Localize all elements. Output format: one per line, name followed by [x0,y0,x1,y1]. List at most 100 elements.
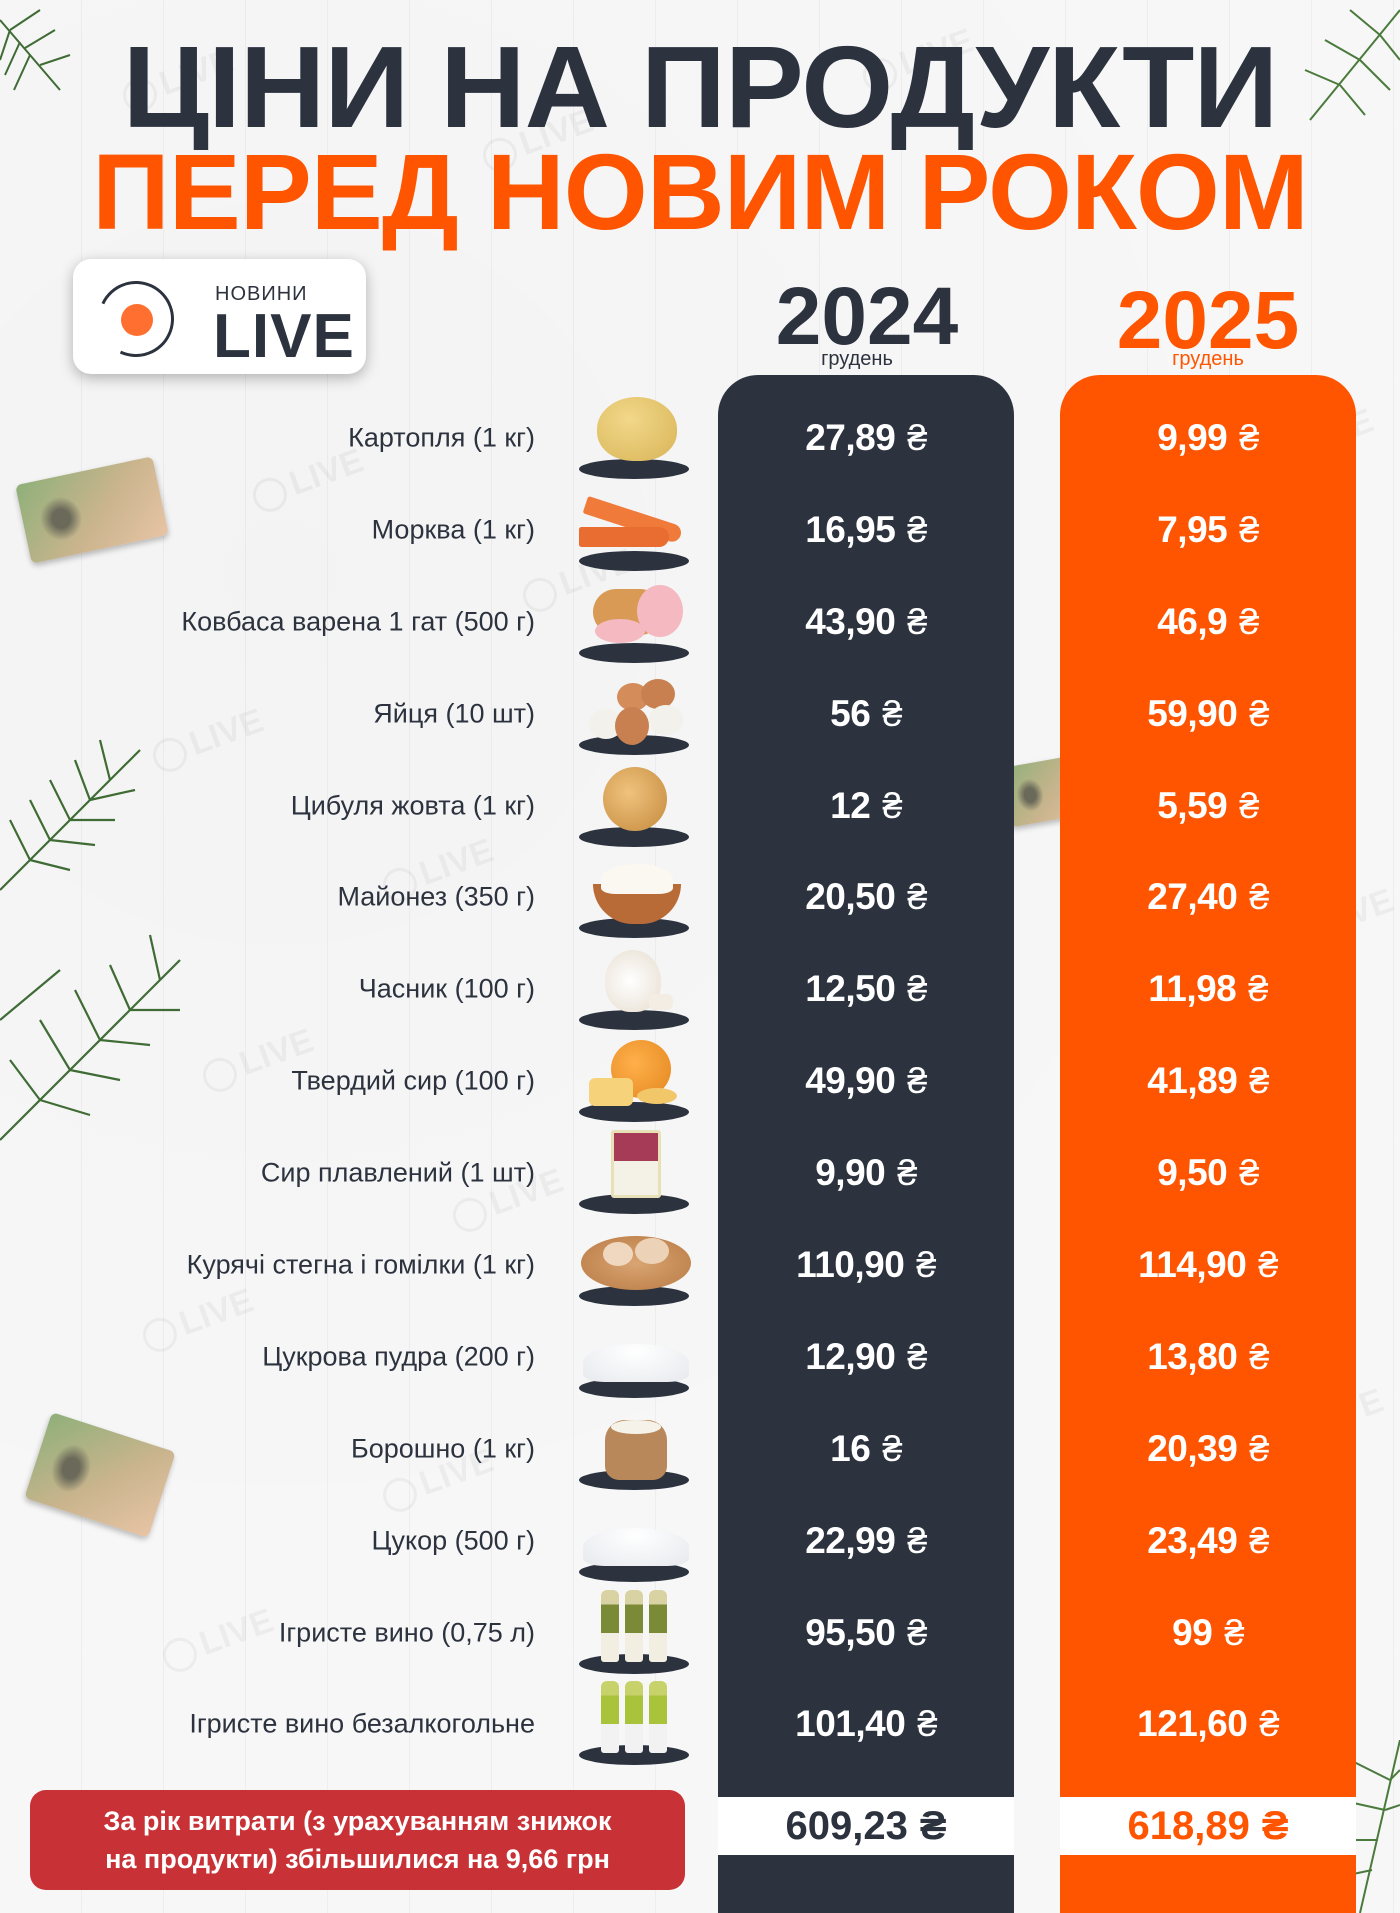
sparkling-wine-icon [575,1589,695,1676]
product-name: Майонез (350 г) [337,881,535,912]
hryvnia-icon: ₴ [1249,1060,1269,1102]
price-2025: 9,99 ₴ [1060,392,1356,484]
column-spacer [718,1770,1014,1797]
summary-line-1: За рік витрати (з урахуванням знижок [103,1806,612,1836]
product-name: Сир плавлений (1 шт) [260,1157,535,1188]
price-2024: 12 ₴ [718,760,1014,852]
price-2025: 13,80 ₴ [1060,1311,1356,1403]
hryvnia-icon: ₴ [907,1335,927,1377]
product-name: Твердий сир (100 г) [291,1065,535,1096]
logo-text-small: НОВИНИ [215,283,308,305]
price-2025: 59,90 ₴ [1060,668,1356,760]
product-row: Ігристе вино (0,75 л) [0,1587,700,1679]
product-name: Яйця (10 шт) [373,698,535,729]
price-value: 95,50 [805,1611,896,1653]
price-value: 12,50 [805,968,896,1010]
hryvnia-icon: ₴ [1239,416,1259,458]
price-2025: 41,89 ₴ [1060,1035,1356,1127]
title-line-2: ПЕРЕД НОВИМ РОКОМ [92,131,1309,252]
price-value: 101,40 [795,1703,906,1745]
price-2024: 16 ₴ [718,1403,1014,1495]
price-value: 16 [830,1427,871,1469]
plate-icon [579,918,689,939]
price-2025: 99 ₴ [1060,1587,1356,1679]
price-value: 59,90 [1147,692,1238,734]
plate-icon [579,1377,689,1398]
price-value: 9,50 [1157,1152,1228,1194]
non-alcoholic-wine-icon [575,1681,695,1767]
hryvnia-icon: ₴ [1239,600,1259,642]
plate-icon [579,642,689,663]
price-value: 27,40 [1147,876,1238,918]
plate-icon [579,458,689,479]
hryvnia-icon: ₴ [1224,1611,1244,1653]
garlic-icon [575,946,695,1032]
product-row: Сир плавлений (1 шт) [0,1127,700,1219]
plate-icon [579,1561,689,1582]
hryvnia-icon: ₴ [1249,1335,1269,1377]
price-2025: 7,95 ₴ [1060,484,1356,576]
hryvnia-icon: ₴ [1239,1152,1259,1194]
price-2025: 46,9 ₴ [1060,576,1356,668]
product-row: Твердий сир (100 г) [0,1035,700,1127]
hryvnia-icon: ₴ [919,1803,947,1848]
price-value: 9,99 [1157,416,1228,458]
hryvnia-icon: ₴ [907,508,927,550]
hryvnia-icon: ₴ [917,1703,937,1745]
product-row: Ігристе вино безалкогольне [0,1678,700,1770]
price-2024: 16,95 ₴ [718,484,1014,576]
product-row: Цукор (500 г) [0,1495,700,1587]
product-name: Цукор (500 г) [371,1525,535,1556]
product-name: Ковбаса варена 1 гат (500 г) [181,606,535,637]
flour-icon [575,1406,695,1492]
column-year-2025: 2025 [1116,275,1300,366]
price-column-2025-body: 9,99 ₴ 7,95 ₴ 46,9 ₴ 59,90 ₴ 5,59 ₴ 27,40 ₴ 11,98 ₴ 41… [1060,375,1356,1797]
price-2025: 20,39 ₴ [1060,1403,1356,1495]
price-value: 12 [830,784,871,826]
hryvnia-icon: ₴ [1249,876,1269,918]
price-2025: 9,50 ₴ [1060,1127,1356,1219]
product-name: Борошно (1 кг) [350,1433,535,1464]
eggs-icon [575,671,695,757]
product-row: Борошно (1 кг) [0,1403,700,1495]
product-row: Яйця (10 шт) [0,668,700,760]
price-2024: 110,90 ₴ [718,1219,1014,1311]
price-value: 114,90 [1138,1243,1247,1285]
product-row: Майонез (350 г) [0,851,700,943]
price-value: 27,89 [805,416,896,458]
hryvnia-icon: ₴ [1239,784,1259,826]
hryvnia-icon: ₴ [907,416,927,458]
price-value: 7,95 [1157,508,1228,550]
total-2024: 609,23 ₴ [718,1797,1014,1855]
hryvnia-icon: ₴ [907,1519,927,1561]
hryvnia-icon: ₴ [907,1611,927,1653]
price-value: 49,90 [805,1060,896,1102]
hryvnia-icon: ₴ [907,1060,927,1102]
price-2024: 56 ₴ [718,668,1014,760]
hard-cheese-icon [575,1038,695,1124]
price-2025: 11,98 ₴ [1060,943,1356,1035]
mayonnaise-icon [575,854,695,940]
product-name: Цукрова пудра (200 г) [262,1341,535,1372]
price-2025: 114,90 ₴ [1060,1219,1356,1311]
price-value: 16,95 [805,508,896,550]
price-2024: 22,99 ₴ [718,1495,1014,1587]
price-value: 11,98 [1148,968,1237,1010]
column-footer [1060,1855,1356,1913]
logo-dot-icon [121,304,153,336]
plate-icon [579,1285,689,1306]
hryvnia-icon: ₴ [1248,968,1268,1010]
price-value: 110,90 [796,1243,905,1285]
hryvnia-icon: ₴ [1249,1427,1269,1469]
price-value: 41,89 [1147,1060,1238,1102]
sausage-icon [575,579,695,665]
sugar-icon [575,1498,695,1584]
hryvnia-icon: ₴ [1249,692,1269,734]
hryvnia-icon: ₴ [1259,1703,1279,1745]
product-name: Ігристе вино (0,75 л) [278,1617,535,1648]
price-value: 9,90 [815,1152,886,1194]
plate-icon [579,734,689,755]
product-row: Цибуля жовта (1 кг) [0,760,700,852]
total-value: 618,89 [1127,1803,1250,1848]
price-2024: 27,89 ₴ [718,392,1014,484]
